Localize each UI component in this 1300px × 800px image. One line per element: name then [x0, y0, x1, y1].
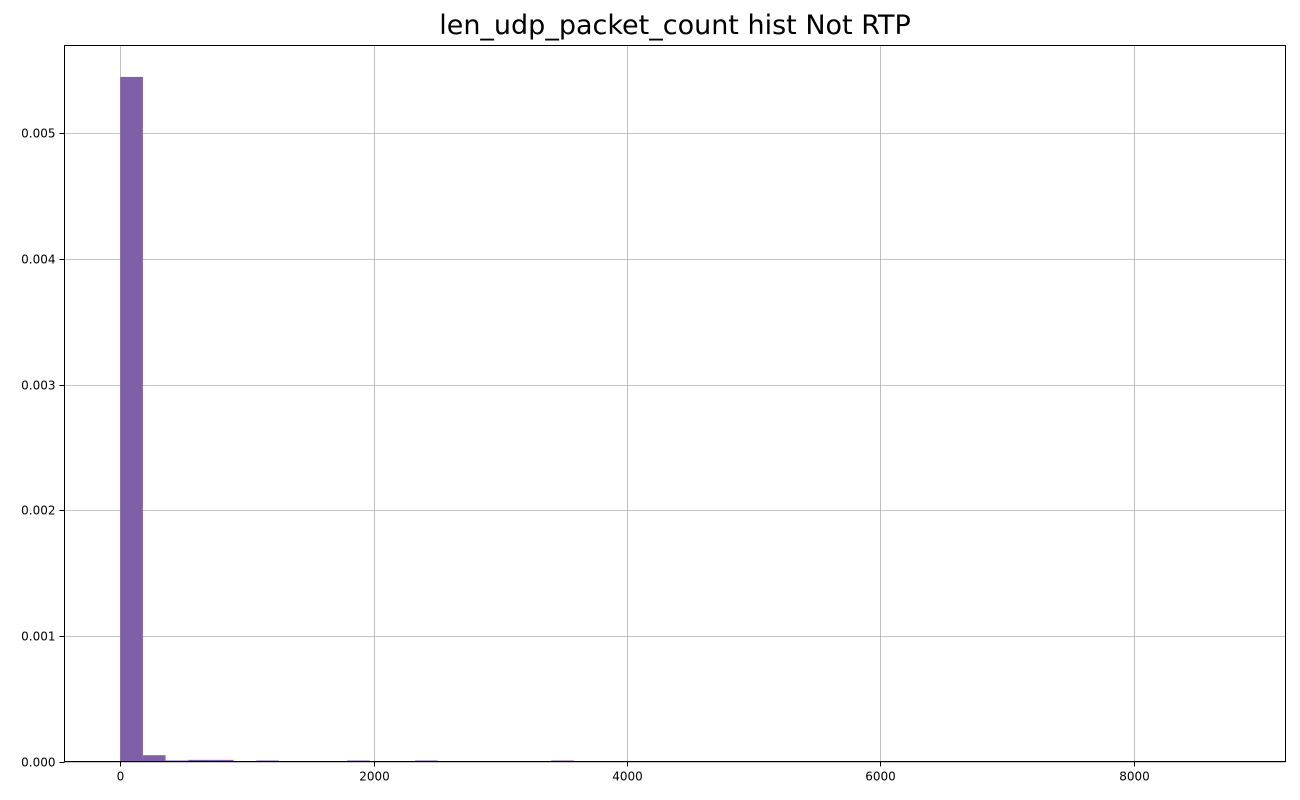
y-tick-label: 0.002: [21, 504, 55, 518]
histogram-bar-3: [188, 759, 211, 762]
x-tick-label: 2000: [359, 770, 390, 784]
histogram-bars: [120, 76, 574, 762]
x-tick-label: 6000: [865, 770, 896, 784]
y-axis-ticks: 0.000 0.001 0.002 0.003 0.004 0.005: [21, 127, 65, 770]
histogram-bar-2: [165, 760, 189, 762]
plot-frame: [64, 45, 1286, 762]
y-tick-label: 0.001: [21, 630, 55, 644]
x-axis-ticks: 0 2000 4000 6000 8000: [117, 761, 1150, 784]
x-tick-label: 4000: [612, 770, 643, 784]
y-tick-label: 0.005: [21, 127, 55, 141]
histogram-bar-0: [120, 76, 143, 762]
histogram-bar-1: [142, 755, 166, 762]
chart-title: len_udp_packet_count hist Not RTP: [439, 10, 911, 41]
y-tick-label: 0.000: [21, 756, 55, 770]
histogram-bar-4: [210, 759, 234, 762]
x-tick-label: 8000: [1119, 770, 1150, 784]
grid-lines: [64, 45, 1286, 763]
y-tick-label: 0.003: [21, 379, 55, 393]
y-tick-label: 0.004: [21, 253, 55, 267]
x-tick-label: 0: [117, 770, 125, 784]
